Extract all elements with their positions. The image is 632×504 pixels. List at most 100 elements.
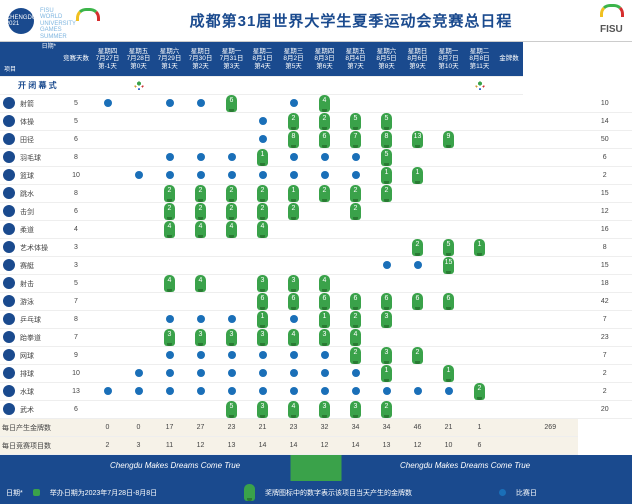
competition-day-dot (321, 351, 329, 359)
sport-days: 5 (60, 95, 92, 113)
competition-day-dot (166, 369, 174, 377)
corner-cell: 日期* 项目 (0, 42, 60, 77)
competition-day-dot (414, 261, 422, 269)
gold-medal-badge: 2 (412, 347, 423, 364)
sport-total: 23 (578, 329, 632, 347)
competition-day-dot (166, 171, 174, 179)
sport-icon (3, 151, 15, 163)
sport-name: 田径 (18, 131, 60, 149)
sport-days: 5 (60, 275, 92, 293)
sport-total: 15 (578, 185, 632, 203)
square-icon (33, 489, 40, 496)
sport-icon (3, 277, 15, 289)
competition-day-dot (104, 387, 112, 395)
gold-medal-badge: 6 (319, 293, 330, 310)
col-day: 星期六8月5日第8天 (371, 42, 402, 77)
sport-total: 2 (578, 383, 632, 401)
sport-icon (3, 349, 15, 361)
gold-medal-badge: 2 (226, 203, 237, 220)
gold-medal-badge: 2 (350, 311, 361, 328)
competition-day-dot (197, 315, 205, 323)
competition-day-dot (135, 369, 143, 377)
sport-row: 武术653433220 (0, 401, 632, 419)
sport-row: 排球10112 (0, 365, 632, 383)
gold-medal-badge: 6 (319, 131, 330, 148)
sport-days: 8 (60, 185, 92, 203)
gold-medal-badge: 4 (319, 95, 330, 112)
sport-name: 武术 (18, 401, 60, 419)
sport-days: 5 (60, 113, 92, 131)
sport-days: 8 (60, 311, 92, 329)
page-title: 成都第31届世界大学生夏季运动会竞赛总日程 (102, 10, 600, 31)
sport-name: 水球 (18, 383, 60, 401)
sport-row: 击剑622222212 (0, 203, 632, 221)
sport-total: 8 (578, 239, 632, 257)
competition-day-dot (352, 369, 360, 377)
gold-medal-badge: 2 (288, 203, 299, 220)
col-day: 星期一7月31日第3天 (216, 42, 247, 77)
sport-icon (3, 295, 15, 307)
footnote-date: 日期* (6, 488, 23, 498)
competition-day-dot (290, 369, 298, 377)
gold-medal-badge: 4 (195, 275, 206, 292)
sport-name: 击剑 (18, 203, 60, 221)
gold-medal-badge: 4 (195, 221, 206, 238)
gold-medal-badge: 6 (226, 95, 237, 112)
sport-icon (3, 169, 15, 181)
gold-medal-badge: 2 (257, 185, 268, 202)
sport-icon (3, 241, 15, 253)
fireworks-icon (133, 78, 145, 92)
competition-day-dot (414, 387, 422, 395)
gold-medal-badge: 2 (195, 203, 206, 220)
gold-medal-badge: 8 (381, 131, 392, 148)
sport-total: 7 (578, 311, 632, 329)
col-day: 星期二8月8日第11天 (464, 42, 495, 77)
competition-day-dot (259, 351, 267, 359)
col-day: 星期日7月30日第2天 (185, 42, 216, 77)
sport-days: 3 (60, 257, 92, 275)
sport-days: 8 (60, 149, 92, 167)
gold-medal-badge: 1 (257, 149, 268, 166)
competition-day-dot (321, 387, 329, 395)
gold-medal-badge: 6 (412, 293, 423, 310)
sport-name: 跳水 (18, 185, 60, 203)
competition-day-dot (259, 171, 267, 179)
gold-medal-badge: 2 (288, 113, 299, 130)
gold-medal-badge: 6 (350, 293, 361, 310)
daily-events-row: 每日竞赛项目数23111213141412141312106 (0, 437, 632, 455)
sport-name: 赛艇 (18, 257, 60, 275)
col-total: 金牌数 (495, 42, 523, 77)
competition-day-dot (166, 315, 174, 323)
medal-icon (244, 484, 255, 501)
competition-day-dot (166, 351, 174, 359)
gold-medal-badge: 3 (350, 401, 361, 418)
sport-icon (3, 205, 15, 217)
gold-medal-badge: 1 (474, 239, 485, 256)
sport-name: 柔道 (18, 221, 60, 239)
competition-day-dot (290, 171, 298, 179)
sport-row: 柔道4444416 (0, 221, 632, 239)
sport-icon (3, 115, 15, 127)
chengdu-logo: CHENGDU 2021 (8, 8, 34, 34)
sport-name: 游泳 (18, 293, 60, 311)
gold-medal-badge: 5 (350, 113, 361, 130)
gold-medal-badge: 5 (381, 149, 392, 166)
competition-day-dot (352, 171, 360, 179)
sport-days: 6 (60, 203, 92, 221)
competition-day-dot (290, 153, 298, 161)
sport-row: 网球92327 (0, 347, 632, 365)
gold-medal-badge: 5 (226, 401, 237, 418)
sport-total: 18 (578, 275, 632, 293)
competition-day-dot (259, 369, 267, 377)
daily-gold-row: 每日产生金牌数00172723212332343446211269 (0, 419, 632, 437)
competition-day-dot (290, 351, 298, 359)
sport-days: 4 (60, 221, 92, 239)
fisu-arc-icon (76, 8, 96, 34)
gold-medal-badge: 3 (257, 329, 268, 346)
competition-day-dot (197, 99, 205, 107)
sport-days: 6 (60, 131, 92, 149)
gold-medal-badge: 3 (381, 347, 392, 364)
sport-total: 10 (578, 95, 632, 113)
sport-name: 体操 (18, 113, 60, 131)
sport-row: 跆拳道7333343423 (0, 329, 632, 347)
